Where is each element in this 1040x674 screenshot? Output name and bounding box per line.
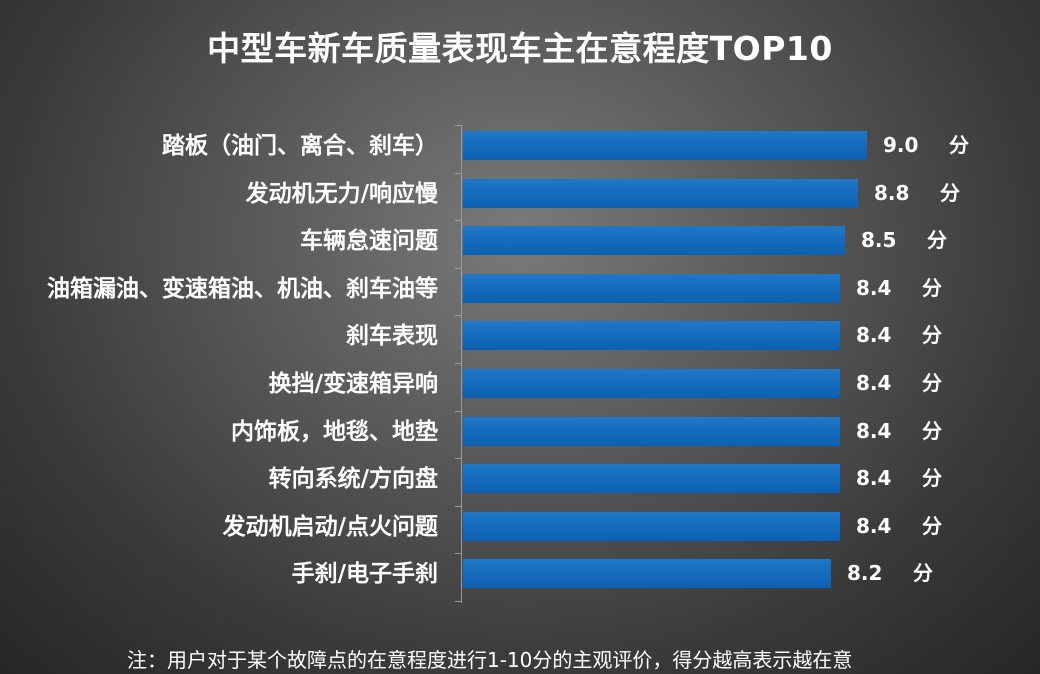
axis-tick xyxy=(455,506,462,507)
category-label: 油箱漏油、变速箱油、机油、刹车油等 xyxy=(47,276,438,302)
bar xyxy=(463,369,840,398)
bar xyxy=(463,464,840,493)
category-label: 刹车表现 xyxy=(346,323,438,349)
category-label: 内饰板，地毯、地垫 xyxy=(231,419,438,445)
bar xyxy=(463,226,845,255)
unit-label: 分 xyxy=(913,561,933,585)
axis-tick xyxy=(455,220,462,221)
unit-label: 分 xyxy=(922,276,942,300)
data-label: 8.4 xyxy=(856,466,892,490)
data-label: 8.4 xyxy=(856,371,892,395)
footnote: 注：用户对于某个故障点的在意程度进行1-10分的主观评价，得分越高表示越在意 xyxy=(127,648,853,672)
unit-label: 分 xyxy=(927,228,947,252)
category-label: 车辆怠速问题 xyxy=(300,228,438,254)
bar xyxy=(463,559,831,588)
axis-tick xyxy=(455,363,462,364)
category-label: 换挡/变速箱异响 xyxy=(268,371,438,397)
category-label: 发动机无力/响应慢 xyxy=(245,181,438,207)
bar xyxy=(463,321,840,350)
bar xyxy=(463,274,840,303)
data-label: 8.2 xyxy=(847,561,883,585)
category-label: 转向系统/方向盘 xyxy=(268,466,438,492)
bar xyxy=(463,131,867,160)
data-label: 8.4 xyxy=(856,419,892,443)
axis-tick xyxy=(455,458,462,459)
axis-tick xyxy=(455,125,462,126)
unit-label: 分 xyxy=(940,181,960,205)
unit-label: 分 xyxy=(922,514,942,538)
data-label: 9.0 xyxy=(883,133,919,157)
category-label: 手刹/电子手刹 xyxy=(291,561,438,587)
unit-label: 分 xyxy=(922,419,942,443)
axis-tick xyxy=(455,268,462,269)
data-label: 8.8 xyxy=(874,181,910,205)
data-label: 8.4 xyxy=(856,514,892,538)
axis-tick xyxy=(455,173,462,174)
chart-title: 中型车新车质量表现车主在意程度TOP10 xyxy=(207,29,833,68)
data-label: 8.5 xyxy=(861,228,897,252)
axis-tick xyxy=(455,315,462,316)
unit-label: 分 xyxy=(922,323,942,347)
axis-tick xyxy=(455,411,462,412)
unit-label: 分 xyxy=(949,133,969,157)
bar xyxy=(463,417,840,446)
category-label: 发动机启动/点火问题 xyxy=(222,514,438,540)
data-label: 8.4 xyxy=(856,276,892,300)
unit-label: 分 xyxy=(922,371,942,395)
axis-tick xyxy=(455,553,462,554)
category-axis xyxy=(461,125,462,603)
unit-label: 分 xyxy=(922,466,942,490)
bar xyxy=(463,179,858,208)
bar xyxy=(463,512,840,541)
axis-tick xyxy=(455,601,462,602)
category-label: 踏板（油门、离合、刹车） xyxy=(162,133,438,159)
data-label: 8.4 xyxy=(856,323,892,347)
